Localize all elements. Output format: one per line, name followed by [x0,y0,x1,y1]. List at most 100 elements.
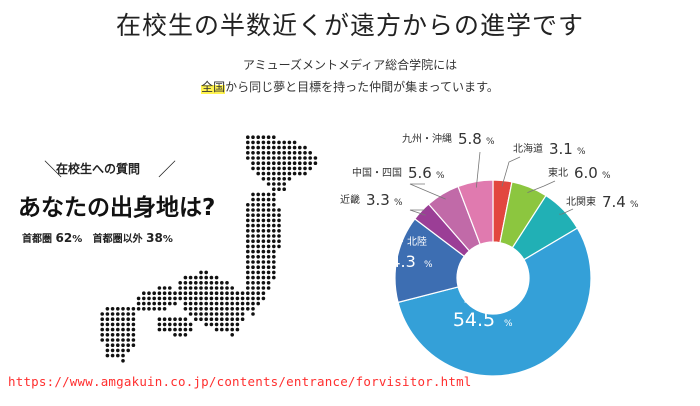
map-dot [214,327,219,332]
map-dot [230,296,234,301]
map-dot [256,197,260,202]
map-dot [157,317,162,321]
map-dot [183,307,188,311]
slice-name-3: 首都圏 [463,292,493,305]
map-dot [292,171,297,176]
source-url[interactable]: https://www.amgakuin.co.jp/contents/entr… [8,374,472,389]
map-dot [100,312,104,316]
map-dot [251,281,255,285]
map-dot [142,307,146,311]
map-dot [214,275,219,280]
map-dot [272,156,276,160]
map-dot [116,317,120,321]
map-dot [266,192,271,197]
map-dot [256,270,260,275]
map-dot [287,161,292,165]
map-dot [126,338,130,342]
map-dot [142,296,146,301]
map-dot [261,270,266,275]
map-dot [209,301,214,306]
map-dot [126,307,130,311]
map-dot [178,291,182,295]
map-dot [272,244,276,249]
map-dot [157,307,162,311]
map-dot [246,265,250,269]
map-dot [100,322,104,327]
map-dot [272,140,276,145]
map-dot [308,161,312,165]
map-dot [292,140,297,145]
map-dot [199,281,203,285]
map-dot [152,296,156,301]
slice-label-6: 中国・四国 5.6% [352,164,446,200]
map-dot [199,317,203,321]
map-dot [121,343,125,347]
map-dot [266,281,271,285]
map-dot [256,161,260,165]
lead-text-line-1: アミューズメントメディア総合学院には [242,58,458,72]
map-dot [105,327,110,332]
slice-unit-3: % [504,319,513,329]
map-dot [303,145,307,150]
map-dot [266,166,271,171]
map-dot [272,223,276,228]
map-dot [183,327,188,332]
map-dot [225,312,229,316]
map-dot [266,249,271,254]
map-dot [251,213,255,217]
map-dot [272,270,276,275]
map-dot [261,135,266,139]
map-dot [256,223,260,228]
map-dot [214,286,219,290]
map-dot [266,244,271,249]
map-dot [246,260,250,264]
map-dot [188,301,193,306]
map-dot [204,275,208,280]
map-dot [183,317,188,321]
map-dot [277,145,281,150]
map-dot [131,343,136,347]
map-dot [272,213,276,217]
map-dot [105,338,110,342]
map-dot [261,281,266,285]
map-dot [246,270,250,275]
map-dot [303,171,307,176]
map-dot [194,275,198,280]
map-dot [178,281,182,285]
map-dot [266,265,271,269]
map-dot [209,281,214,285]
lead-text-line-2: 全国から同じ夢と目標を持った仲間が集まっています。 [0,78,700,95]
map-dot [240,296,245,301]
map-dot [277,218,281,223]
stat-label-metro: 首都圏 [22,234,52,245]
map-dot [209,307,214,311]
map-dot [194,317,198,321]
map-dot [235,291,240,295]
map-dot [261,239,266,243]
slice-name-0: 北海道 [513,142,543,155]
map-dot [225,327,229,332]
map-dot [235,307,240,311]
slice-value-2: 7.4 [602,193,626,211]
map-dot [251,197,255,202]
map-dot [261,156,266,160]
map-dot [261,208,266,212]
map-dot [256,213,260,217]
map-dot [105,353,110,358]
map-dot [256,249,260,254]
map-dot [204,270,208,275]
map-dot [225,296,229,301]
map-dot [199,307,203,311]
slice-label-2: 北関東 7.4% [559,193,639,215]
map-dot [261,140,266,145]
map-dot [266,151,271,155]
map-dot [266,140,271,145]
map-dot [266,229,271,233]
map-dot [251,265,255,269]
map-dot [121,359,125,363]
map-dot [272,192,276,197]
map-dot [230,317,234,321]
map-dot [121,327,125,332]
map-dot [136,296,141,301]
map-dot [277,177,281,181]
